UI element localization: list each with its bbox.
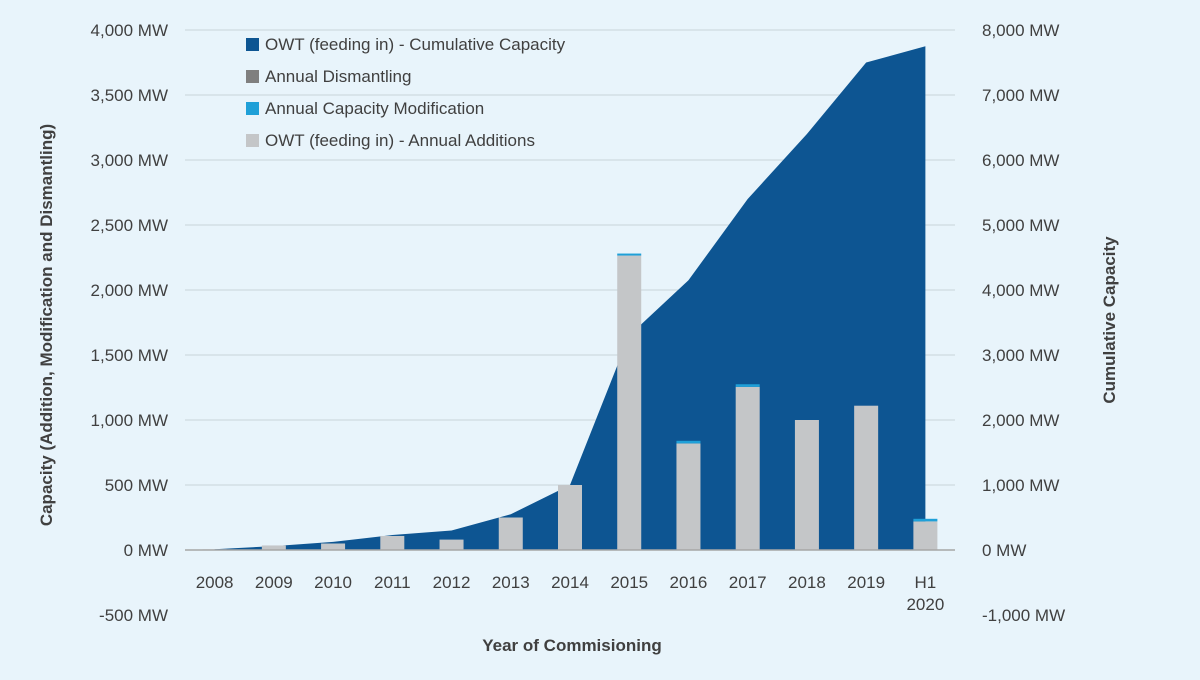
x-tick-label-line: 2015 [610,573,648,592]
y-right-tick-label: -1,000 MW [982,606,1065,625]
y-right-tick-label: 0 MW [982,541,1026,560]
y-left-tick-label: 4,000 MW [91,21,168,40]
x-axis-ticks: 2008 2009 2010 2011 2012 2013 2014 2015 2016 2017… [196,573,945,614]
x-tick-label: 2018 [788,573,826,592]
y-right-tick-label: 6,000 MW [982,151,1059,170]
bar-annual-additions [261,545,286,550]
x-tick-label: 2008 [196,573,234,592]
x-tick-label: 2010 [314,573,352,592]
bar-annual-additions [676,443,701,550]
y-left-tick-label: 2,000 MW [91,281,168,300]
y-right-tick-label: 4,000 MW [982,281,1059,300]
y-axis-right-title: Cumulative Capacity [1100,236,1119,404]
bar-annual-additions [854,405,879,550]
legend-swatch [246,102,259,115]
y-left-tick-label: 2,500 MW [91,216,168,235]
legend-label: OWT (feeding in) - Cumulative Capacity [265,35,566,54]
x-tick-label: 2017 [729,573,767,592]
y-axis-left-title: Capacity (Addition, Modification and Dis… [37,124,56,526]
bar-annual-additions [380,535,405,550]
bar-capacity-modification [735,384,760,387]
y-right-tick-label: 7,000 MW [982,86,1059,105]
x-tick-label-line: H1 [915,573,937,592]
y-left-tick-label: 500 MW [105,476,168,495]
right-axis-ticks: -1,000 MW 0 MW 1,000 MW 2,000 MW 3,000 MW 4,0… [982,21,1065,625]
x-tick-label: 2014 [551,573,589,592]
x-tick-label: 2009 [255,573,293,592]
bar-annual-additions [794,420,819,550]
x-tick-label-line: 2010 [314,573,352,592]
legend-label: OWT (feeding in) - Annual Additions [265,131,535,150]
y-left-tick-label: 3,000 MW [91,151,168,170]
x-tick-label-line: 2014 [551,573,589,592]
x-tick-label: 2012 [433,573,471,592]
legend: OWT (feeding in) - Cumulative Capacity An… [246,35,566,150]
bar-capacity-modification [617,253,642,256]
y-left-tick-label: 3,500 MW [91,86,168,105]
bar-annual-additions [735,386,760,550]
x-tick-label-line: 2011 [374,573,411,592]
x-tick-label-line: 2017 [729,573,767,592]
left-axis-ticks: -500 MW 0 MW 500 MW 1,000 MW 1,500 MW 2,000 M… [91,21,168,625]
x-tick-label-line: 2020 [906,595,944,614]
gridlines [185,29,955,486]
bar-layer [202,253,938,551]
bar-annual-additions [439,539,464,550]
bar-annual-additions [558,485,582,550]
x-tick-label: 2013 [492,573,530,592]
y-right-tick-label: 2,000 MW [982,411,1059,430]
legend-label: Annual Capacity Modification [265,99,484,118]
y-left-tick-label: 1,000 MW [91,411,168,430]
y-left-tick-label: 1,500 MW [91,346,168,365]
legend-swatch [246,38,259,51]
x-tick-label-line: 2019 [847,573,885,592]
legend-label: Annual Dismantling [265,67,411,86]
x-tick-label: 2011 [374,573,411,592]
y-left-tick-label: 0 MW [124,541,168,560]
y-right-tick-label: 3,000 MW [982,346,1059,365]
x-tick-label: H1 2020 [906,573,944,614]
y-right-tick-label: 1,000 MW [982,476,1059,495]
x-tick-label-line: 2018 [788,573,826,592]
bar-capacity-modification [676,440,701,444]
y-left-tick-label: -500 MW [99,606,168,625]
x-axis-title: Year of Commisioning [482,636,661,655]
y-right-tick-label: 5,000 MW [982,216,1059,235]
y-right-tick-label: 8,000 MW [982,21,1059,40]
bar-capacity-modification [913,518,938,522]
x-tick-label: 2016 [670,573,708,592]
x-tick-label-line: 2013 [492,573,530,592]
x-tick-label-line: 2012 [433,573,471,592]
x-tick-label-line: 2009 [255,573,293,592]
x-tick-label-line: 2008 [196,573,234,592]
bar-annual-additions [617,255,642,551]
bar-annual-additions [913,521,938,550]
bar-annual-additions [321,543,346,550]
legend-swatch [246,70,259,83]
legend-swatch [246,134,259,147]
bar-annual-additions [498,517,523,550]
x-tick-label-line: 2016 [670,573,708,592]
x-tick-label: 2019 [847,573,885,592]
x-tick-label: 2015 [610,573,648,592]
